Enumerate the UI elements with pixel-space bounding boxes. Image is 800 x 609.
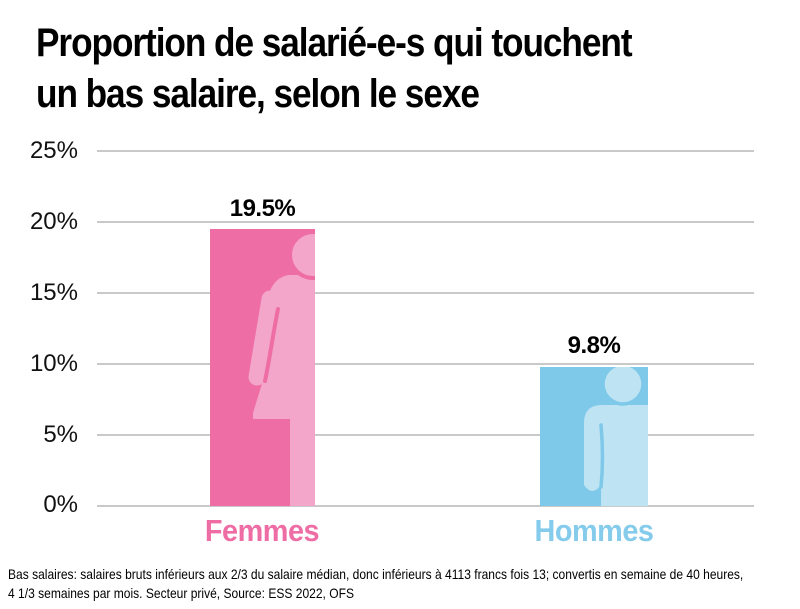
female-figure-icon	[248, 230, 315, 506]
gridline-20	[97, 221, 754, 223]
y-tick-20: 20%	[29, 208, 78, 235]
category-label-femmes: Femmes	[204, 513, 320, 548]
y-tick-5: 5%	[43, 421, 78, 448]
footnote: Bas salaires: salaires bruts inférieurs …	[8, 565, 800, 603]
chart-title-line1: Proportion de salarié-e-s qui touchent	[36, 21, 633, 65]
bar-hommes	[540, 367, 648, 506]
y-tick-0: 0%	[43, 491, 78, 518]
footnote-line1: Bas salaires: salaires bruts inférieurs …	[8, 566, 744, 582]
chart-title-line2: un bas salaire, selon le sexe	[36, 72, 480, 116]
y-tick-10: 10%	[29, 350, 78, 377]
gridline-25	[97, 150, 754, 152]
value-label-femmes: 19.5%	[229, 195, 296, 222]
footnote-line2: 4 1/3 semaines par mois. Secteur privé, …	[8, 585, 354, 601]
value-label-hommes: 9.8%	[567, 332, 621, 359]
male-figure-icon	[584, 367, 648, 506]
bar-femmes	[210, 229, 315, 506]
y-tick-25: 25%	[29, 137, 78, 164]
gridline-0-baseline	[97, 505, 754, 507]
gridline-10	[97, 363, 754, 365]
chart-title: Proportion de salarié-e-s qui touchent u…	[36, 18, 633, 120]
y-tick-15: 15%	[29, 279, 78, 306]
gridline-15	[97, 292, 754, 294]
gridline-5	[97, 434, 754, 436]
category-label-hommes: Hommes	[534, 513, 654, 548]
